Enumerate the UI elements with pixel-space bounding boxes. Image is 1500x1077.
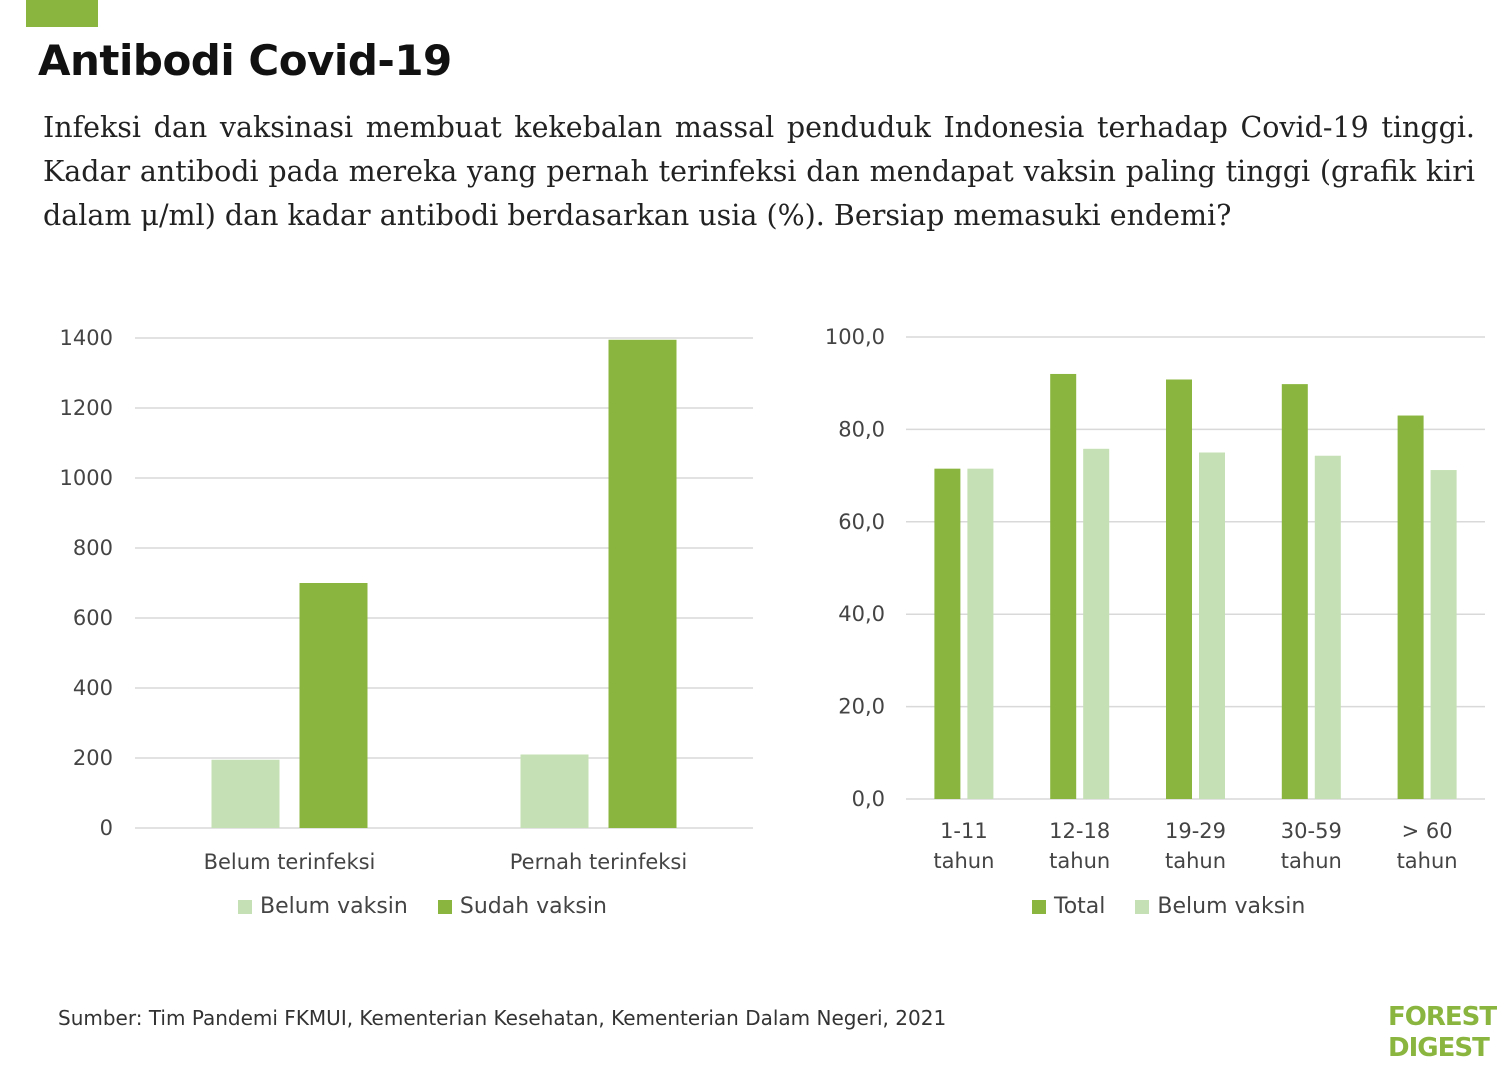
legend-age-chart: Total Belum vaksin <box>1032 894 1305 919</box>
legend-infection-chart: Belum vaksin Sudah vaksin <box>238 894 607 919</box>
legend-item-total: Total <box>1032 894 1105 919</box>
age-chart-y-tick-label: 60,0 <box>838 510 885 534</box>
infection-chart-bar <box>520 754 589 828</box>
age-chart-x-tick-label: 12-18 <box>1049 819 1110 843</box>
age-chart-bar <box>1281 384 1308 799</box>
legend-swatch <box>1135 899 1150 914</box>
age-chart-x-tick-label: tahun <box>1165 849 1226 873</box>
age-chart-bar <box>1199 452 1225 799</box>
antibody-age-chart-svg: 0,0 20,0 40,0 60,0 80,0 100,0 1-11 tahun 12-18 ta… <box>825 325 1485 873</box>
age-chart-bar <box>1430 470 1457 799</box>
age-chart-bar <box>1166 379 1192 799</box>
age-chart-y-tick-label: 0,0 <box>852 787 885 811</box>
antibody-infection-chart: 0 200 400 600 800 1000 1200 1400 Belum terinfeks… <box>40 300 770 900</box>
infection-chart-y-tick-label: 1400 <box>60 326 113 350</box>
page-title: Antibodi Covid-19 <box>38 36 452 85</box>
source-note: Sumber: Tim Pandemi FKMUI, Kementerian K… <box>58 1006 947 1030</box>
antibody-infection-chart-svg: 0 200 400 600 800 1000 1200 1400 Belum terinfeks… <box>60 326 753 874</box>
infection-chart-y-tick-label: 400 <box>73 676 113 700</box>
infection-chart-y-tick-label: 1200 <box>60 396 113 420</box>
age-chart-bar <box>1397 415 1424 799</box>
legend-item-sudah-vaksin: Sudah vaksin <box>437 894 607 919</box>
logo-line-2: DIGEST <box>1388 1033 1490 1063</box>
infection-chart-bar <box>608 339 677 828</box>
age-chart-bar <box>1083 448 1110 799</box>
age-chart-x-tick-label: tahun <box>1281 849 1342 873</box>
legend-label: Sudah vaksin <box>459 894 607 919</box>
infection-chart-x-tick-label: Pernah terinfeksi <box>510 850 687 874</box>
logo-line-1: FOREST <box>1388 1002 1497 1032</box>
legend-swatch <box>238 899 252 914</box>
intro-paragraph: Infeksi dan vaksinasi membuat kekebalan … <box>43 111 1475 232</box>
forest-digest-logo: FOREST DIGEST <box>1388 1002 1497 1066</box>
age-chart-x-tick-label: 30-59 <box>1281 819 1342 843</box>
age-chart-y-tick-label: 20,0 <box>838 695 885 719</box>
infection-chart-y-tick-label: 600 <box>73 606 113 630</box>
infection-chart-x-tick-label: Belum terinfeksi <box>204 850 376 874</box>
infection-chart-bar <box>299 583 368 828</box>
legend-label: Belum vaksin <box>260 894 408 919</box>
age-chart-bar <box>934 468 961 799</box>
legend-swatch <box>1032 899 1046 914</box>
infection-chart-y-tick-label: 800 <box>73 536 113 560</box>
age-chart-x-tick-label: 19-29 <box>1165 819 1226 843</box>
age-chart-bar <box>1314 455 1341 799</box>
legend-item-belum-vaksin: Belum vaksin <box>238 894 408 919</box>
legend-label: Total <box>1054 894 1106 919</box>
antibody-age-chart: 0,0 20,0 40,0 60,0 80,0 100,0 1-11 tahun 12-18 ta… <box>800 300 1490 900</box>
age-chart-y-tick-label: 40,0 <box>838 602 885 626</box>
legend-item-belum-vaksin: Belum vaksin <box>1135 894 1305 919</box>
accent-bar <box>26 0 98 27</box>
infection-chart-y-tick-label: 200 <box>73 746 113 770</box>
age-chart-y-tick-label: 80,0 <box>838 417 885 441</box>
age-chart-x-tick-label: tahun <box>1397 849 1458 873</box>
legend-swatch <box>437 899 452 914</box>
age-chart-bar <box>1050 373 1077 799</box>
legend-label: Belum vaksin <box>1157 894 1306 919</box>
age-chart-x-tick-label: tahun <box>1049 849 1110 873</box>
age-chart-x-tick-label: > 60 <box>1402 819 1453 843</box>
infection-chart-y-tick-label: 0 <box>100 816 113 840</box>
age-chart-y-tick-label: 100,0 <box>825 325 885 349</box>
age-chart-x-tick-label: 1-11 <box>940 819 988 843</box>
age-chart-bar <box>967 468 994 799</box>
age-chart-x-tick-label: tahun <box>933 849 994 873</box>
infection-chart-y-tick-label: 1000 <box>60 466 113 490</box>
infection-chart-bar <box>211 759 280 828</box>
